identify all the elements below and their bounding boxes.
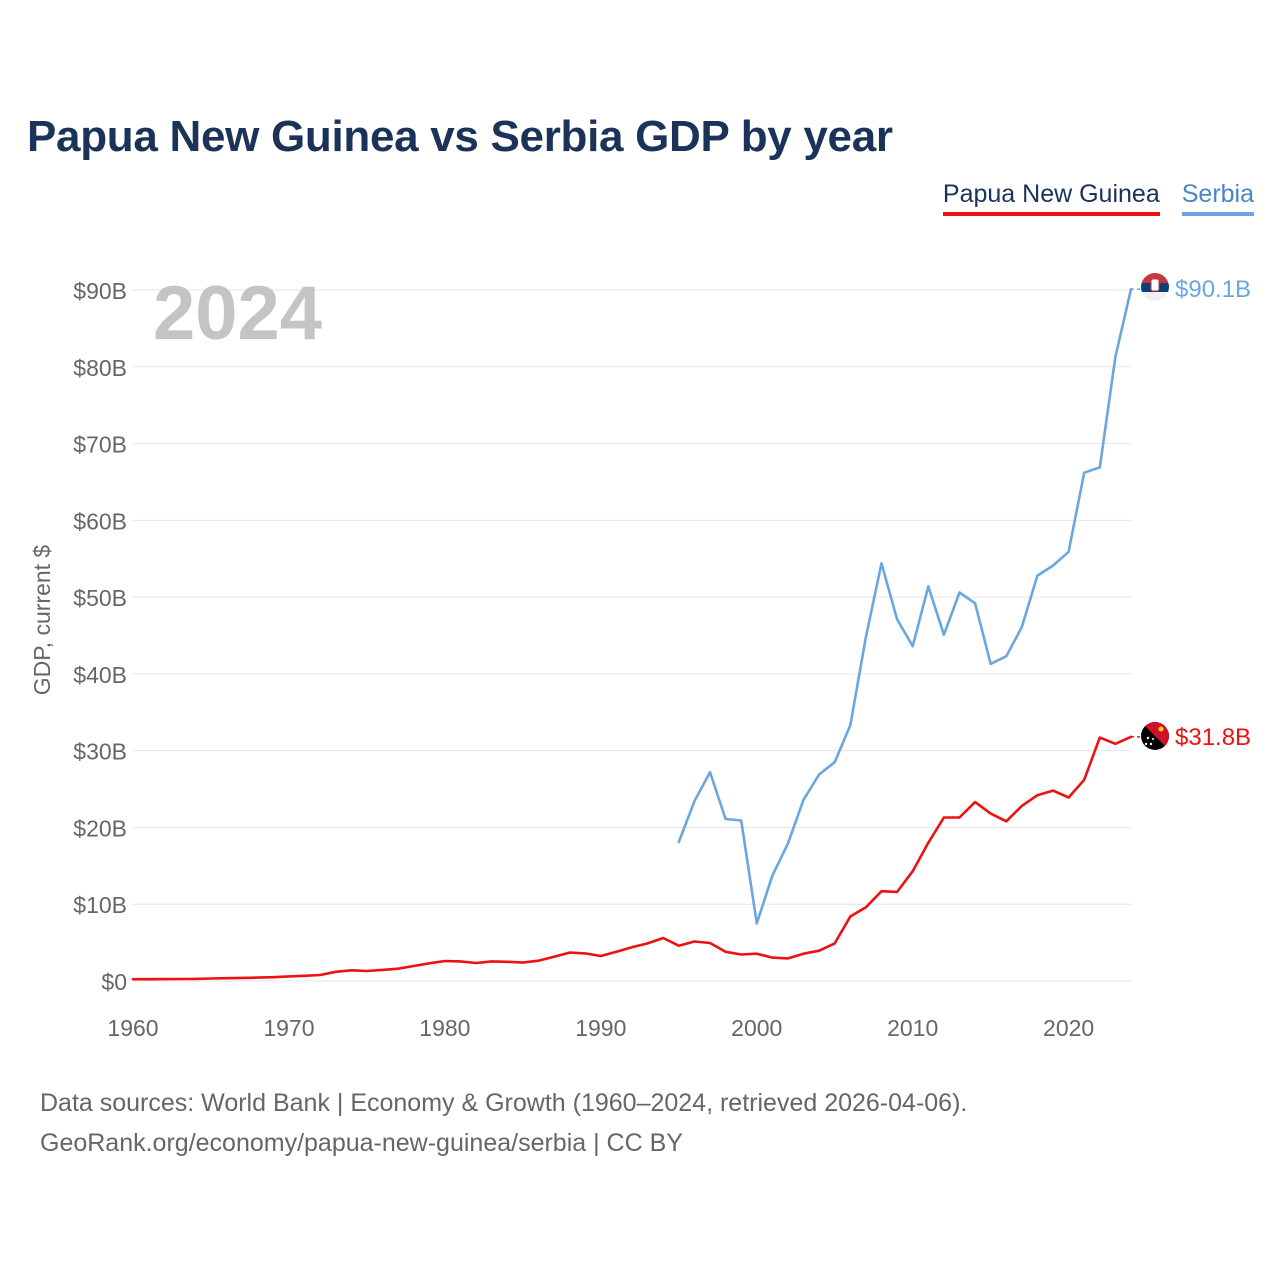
x-tick-label: 2020: [1043, 1015, 1094, 1041]
legend-item-serbia-label: Serbia: [1181, 180, 1254, 208]
x-tick-label: 1970: [263, 1015, 314, 1041]
x-tick-label: 1980: [419, 1015, 470, 1041]
source-line-2[interactable]: GeoRank.org/economy/papua-new-guinea/ser…: [40, 1129, 683, 1157]
y-tick-label: $80B: [73, 355, 127, 381]
y-tick-label: $30B: [73, 739, 127, 765]
y-tick-label: $20B: [73, 815, 127, 841]
end-value-label-serbia: $90.1B: [1175, 276, 1251, 303]
y-tick-label: $50B: [73, 585, 127, 611]
year-watermark: 2024: [153, 271, 322, 356]
end-value-label-papua-new-guinea: $31.8B: [1175, 724, 1251, 751]
source-line-1: Data sources: World Bank | Economy & Gro…: [40, 1089, 968, 1117]
serbia-flag-icon: [1141, 273, 1169, 301]
papua-new-guinea-flag-icon: [1141, 722, 1169, 750]
y-tick-label: $10B: [73, 892, 127, 918]
x-tick-label: 1990: [575, 1015, 626, 1041]
y-tick-label: $90B: [73, 278, 127, 304]
chart-title: Papua New Guinea vs Serbia GDP by year: [27, 112, 893, 161]
y-axis-title: GDP, current $: [29, 545, 55, 696]
data-source-note: Data sources: World Bank | Economy & Gro…: [40, 1083, 967, 1163]
legend: Papua New Guinea Serbia: [942, 180, 1254, 216]
x-tick-label: 1960: [107, 1015, 158, 1041]
legend-item-serbia[interactable]: Serbia: [1181, 180, 1254, 216]
y-tick-label: $40B: [73, 662, 127, 688]
y-tick-label: $70B: [73, 432, 127, 458]
y-tick-label: $60B: [73, 508, 127, 534]
y-tick-label: $0: [101, 969, 127, 995]
series-line-papua-new-guinea[interactable]: [131, 735, 1133, 981]
x-tick-label: 2010: [887, 1015, 938, 1041]
x-tick-label: 2000: [731, 1015, 782, 1041]
legend-item-papua-new-guinea[interactable]: Papua New Guinea: [942, 180, 1160, 216]
series-line-serbia[interactable]: [677, 287, 1133, 925]
